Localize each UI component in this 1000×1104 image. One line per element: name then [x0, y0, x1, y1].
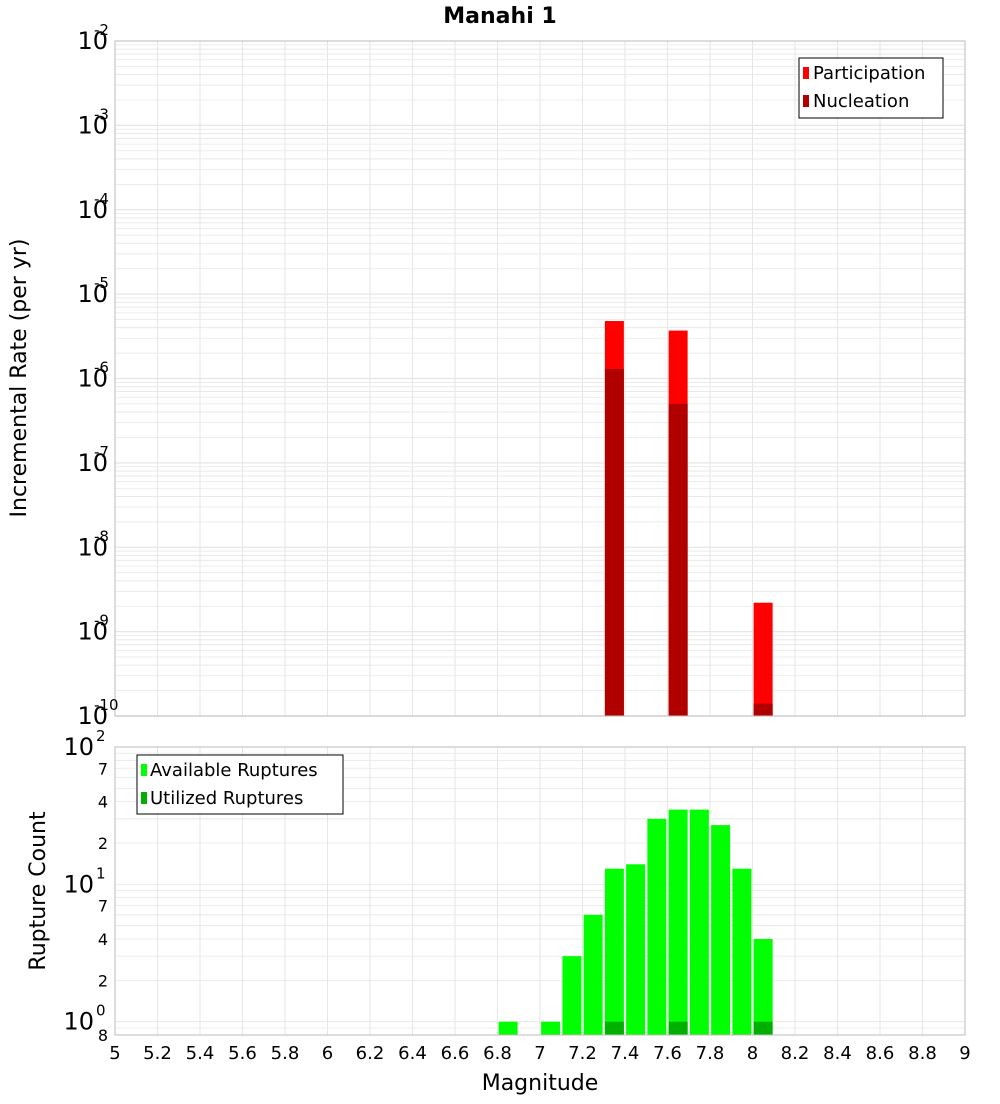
legend-swatch-utilized: [141, 792, 147, 804]
chart-title: Manahi 1: [443, 4, 556, 29]
bottom-y-tick-label: 2: [98, 834, 108, 853]
utilized-ruptures-bar: [604, 1021, 624, 1035]
bottom-legend-box: [136, 754, 344, 815]
utilized-ruptures-bar: [668, 1021, 688, 1035]
legend-label-utilized: Utilized Ruptures: [150, 788, 303, 809]
top-plot-frame: [114, 40, 966, 717]
legend-label-available: Available Ruptures: [150, 760, 318, 781]
top-y-tick-exponent: -8: [94, 527, 109, 545]
top-y-tick-exponent: -4: [94, 190, 109, 208]
top-y-tick-exponent: -6: [94, 359, 109, 377]
legend-label-nucleation: Nucleation: [813, 91, 909, 112]
bottom-y-tick-label: 7: [98, 759, 108, 778]
x-tick-label: 8.6: [866, 1043, 895, 1064]
top-y-tick-label: 10: [77, 27, 108, 55]
available-ruptures-bar: [668, 809, 688, 1035]
bottom-plot-frame: [114, 746, 966, 1036]
top-y-tick-label: 10: [77, 618, 108, 646]
top-y-axis-label: Incremental Rate (per yr): [7, 239, 32, 518]
bottom-y-tick-label: 8: [98, 1026, 108, 1045]
top-grid: [114, 41, 966, 717]
top-y-tick-exponent: -10: [94, 696, 119, 714]
bottom-y-tick-exponent: 1: [96, 864, 106, 882]
available-ruptures-bar: [562, 956, 582, 1035]
top-y-tick-exponent: -5: [94, 274, 109, 292]
bottom-y-tick-label: 2: [98, 971, 108, 990]
top-y-tick-label: 10: [77, 533, 108, 561]
bottom-y-tick-major: 10: [63, 870, 94, 898]
x-tick-label: 7.2: [568, 1043, 597, 1064]
top-y-tick-exponent: -2: [94, 21, 109, 39]
legend-swatch-available: [141, 764, 147, 776]
available-ruptures-bar: [626, 864, 646, 1035]
x-tick-label: 7.4: [611, 1043, 640, 1064]
x-tick-label: 7: [534, 1043, 545, 1064]
nucleation-bar: [604, 368, 624, 716]
participation-bar: [753, 602, 773, 716]
bottom-y-tick-exponent: 0: [96, 1002, 106, 1020]
top-legend-box: [798, 57, 944, 119]
x-axis-label: Magnitude: [482, 1071, 599, 1096]
bottom-bars: [498, 809, 773, 1035]
x-tick-label: 7.6: [653, 1043, 682, 1064]
x-tick-label: 6: [322, 1043, 333, 1064]
x-tick-label: 5.6: [228, 1043, 257, 1064]
available-ruptures-bar: [604, 868, 624, 1035]
x-tick-label: 8.8: [908, 1043, 937, 1064]
x-tick-label: 5.4: [186, 1043, 215, 1064]
x-tick-label: 6.6: [441, 1043, 470, 1064]
bottom-x-ticks: 5 5.2 5.4 5.6 5.8 6 6.2 6.4 6.6 6.8 7 7.2 7.4 7.6 7.8 8…: [109, 1043, 970, 1064]
x-tick-label: 8.4: [823, 1043, 852, 1064]
available-ruptures-bar: [711, 825, 731, 1035]
top-y-tick-exponent: -7: [94, 443, 109, 461]
available-ruptures-bar: [689, 809, 709, 1035]
x-tick-label: 6.4: [398, 1043, 427, 1064]
bottom-y-tick-major: 10: [63, 733, 94, 761]
top-y-tick-label: 10: [77, 449, 108, 477]
bottom-y-tick-label: 4: [98, 930, 108, 949]
available-ruptures-bar: [753, 939, 773, 1035]
top-y-tick-label: 10: [77, 280, 108, 308]
x-tick-label: 6.8: [483, 1043, 512, 1064]
top-y-tick-exponent: -9: [94, 612, 109, 630]
bottom-legend: Available Ruptures Utilized Ruptures: [136, 754, 344, 815]
top-y-tick-exponent: -3: [94, 105, 109, 123]
legend-label-participation: Participation: [813, 63, 925, 84]
available-ruptures-bar: [647, 818, 667, 1035]
bottom-y-axis-label: Rupture Count: [26, 811, 51, 971]
available-ruptures-bar: [498, 1021, 518, 1035]
available-ruptures-bar: [732, 868, 752, 1035]
bottom-y-tick-label: 4: [98, 793, 108, 812]
bottom-y-tick-major: 10: [63, 1008, 94, 1036]
nucleation-bar: [753, 703, 773, 716]
x-tick-label: 8: [747, 1043, 758, 1064]
x-tick-label: 6.2: [356, 1043, 385, 1064]
available-ruptures-bar: [541, 1021, 561, 1035]
x-tick-label: 5: [109, 1043, 120, 1064]
x-tick-label: 7.8: [696, 1043, 725, 1064]
available-ruptures-bar: [583, 914, 603, 1035]
x-tick-label: 5.8: [271, 1043, 300, 1064]
top-legend: Participation Nucleation: [798, 57, 944, 119]
top-bars: [604, 321, 773, 716]
top-y-tick-label: 10: [77, 111, 108, 139]
nucleation-bar: [668, 403, 688, 716]
bottom-y-tick-label: 7: [98, 897, 108, 916]
x-tick-label: 9: [959, 1043, 970, 1064]
top-y-tick-label: 10: [77, 702, 108, 730]
x-tick-label: 8.2: [781, 1043, 810, 1064]
x-tick-label: 5.2: [143, 1043, 172, 1064]
top-y-tick-label: 10: [77, 196, 108, 224]
top-y-tick-label: 10: [77, 365, 108, 393]
legend-swatch-participation: [803, 67, 809, 79]
utilized-ruptures-bar: [753, 1021, 773, 1035]
legend-swatch-nucleation: [803, 95, 809, 107]
bottom-y-tick-exponent: 2: [96, 727, 106, 745]
